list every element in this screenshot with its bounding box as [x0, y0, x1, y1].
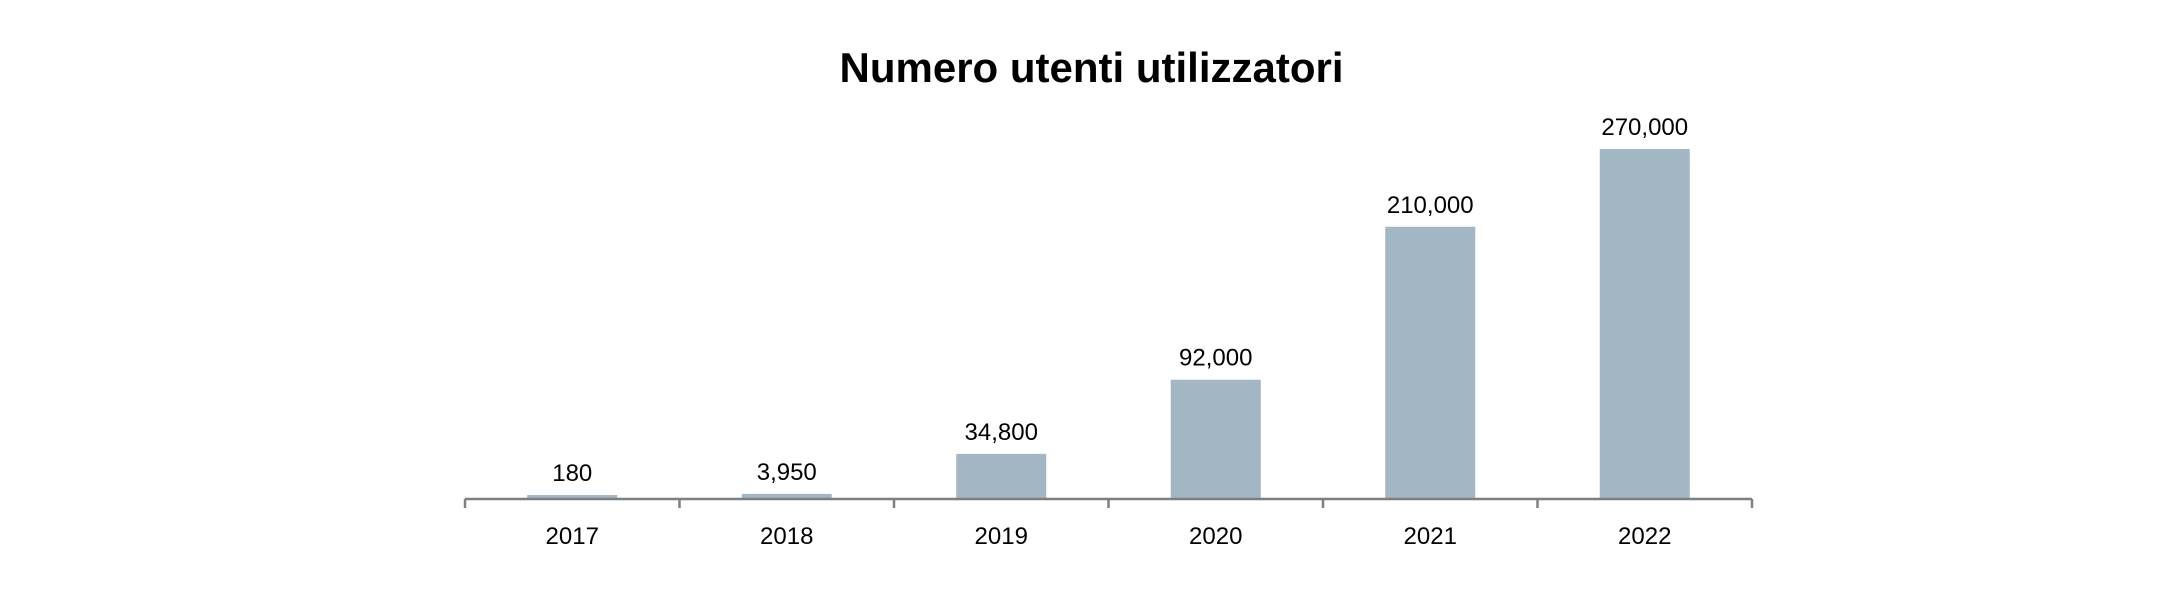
bars-group [527, 149, 1690, 499]
data-label-2017: 180 [552, 460, 592, 487]
bar-2021 [1385, 226, 1476, 499]
data-label-2021: 210,000 [1387, 192, 1474, 219]
x-ticks-group [463, 499, 1754, 508]
x-tick-label-2021: 2021 [1404, 523, 1457, 550]
x-tick-label-2020: 2020 [1189, 523, 1242, 550]
bar-2017 [527, 495, 618, 499]
bar-2022 [1599, 149, 1690, 499]
data-label-2020: 92,000 [1179, 345, 1252, 372]
bar-2020 [1170, 379, 1261, 499]
bar-2018 [741, 493, 832, 499]
data-label-2022: 270,000 [1601, 114, 1688, 141]
x-tick-labels-group: 2017 2018 2019 2020 2021 2022 [546, 523, 1672, 550]
x-tick-label-2019: 2019 [975, 523, 1028, 550]
data-label-2019: 34,800 [965, 419, 1038, 446]
x-tick-label-2022: 2022 [1618, 523, 1671, 550]
x-tick-label-2018: 2018 [760, 523, 813, 550]
x-tick-label-2017: 2017 [546, 523, 599, 550]
bar-labels-group: 180 3,950 34,800 92,000 210,000 270,000 [552, 114, 1688, 487]
data-label-2018: 3,950 [757, 459, 817, 486]
bar-2019 [956, 453, 1047, 499]
chart-title: Numero utenti utilizzatori [839, 44, 1344, 91]
